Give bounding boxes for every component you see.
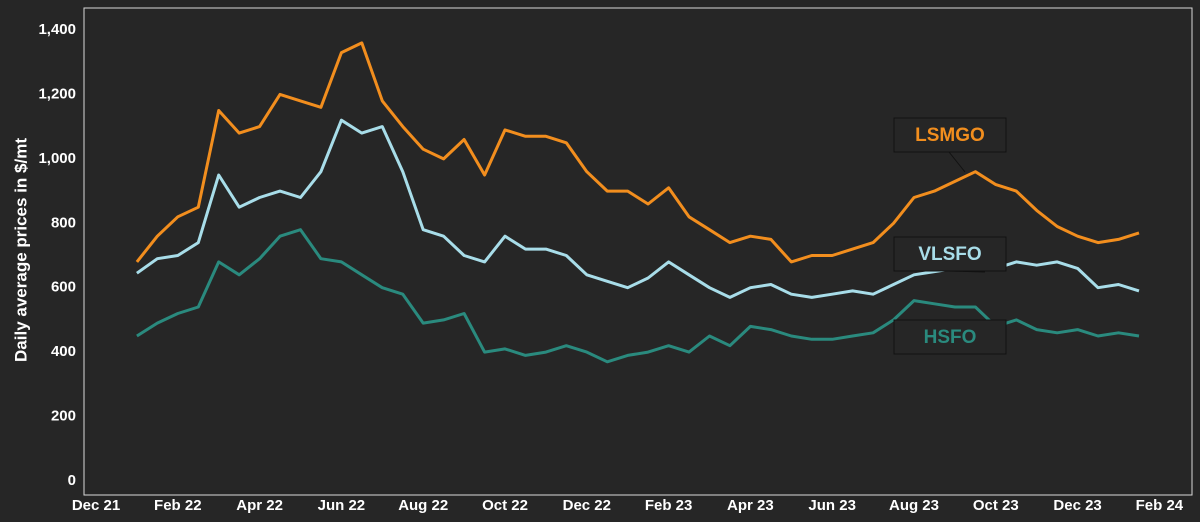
- x-tick-label: Dec 21: [72, 497, 120, 514]
- x-tick-label: Feb 24: [1136, 497, 1184, 514]
- x-tick-label: Oct 23: [973, 497, 1019, 514]
- y-tick-label: 1,200: [38, 85, 76, 102]
- x-tick-label: Jun 23: [808, 497, 856, 514]
- plot-frame: [83, 7, 1193, 496]
- y-tick-label: 800: [51, 214, 76, 231]
- x-tick-label: Dec 23: [1053, 497, 1101, 514]
- x-tick-label: Aug 22: [398, 497, 448, 514]
- y-tick-label: 1,400: [38, 21, 76, 38]
- x-tick-label: Feb 22: [154, 497, 202, 514]
- x-tick-label: Oct 22: [482, 497, 528, 514]
- y-axis-title: Daily average prices in $/mt: [11, 138, 30, 362]
- y-tick-label: 400: [51, 343, 76, 360]
- callout-box: [893, 319, 1007, 355]
- y-tick-label: 0: [68, 472, 76, 489]
- series-label: LSMGO: [915, 125, 985, 146]
- series-line: [136, 228, 1140, 364]
- x-tick-label: Jun 22: [318, 497, 366, 514]
- series-label: HSFO: [924, 327, 977, 348]
- series-line: [135, 41, 1140, 264]
- callout-pointer: [948, 151, 966, 173]
- x-tick-label: Dec 22: [563, 497, 611, 514]
- x-tick-label: Apr 23: [727, 497, 774, 514]
- callout-box: [893, 236, 1007, 272]
- series-label: VLSFO: [918, 244, 981, 265]
- y-tick-label: 600: [51, 279, 76, 296]
- x-tick-label: Aug 23: [889, 497, 939, 514]
- x-tick-label: Apr 22: [236, 497, 283, 514]
- y-tick-label: 200: [51, 408, 76, 425]
- y-tick-label: 1,000: [38, 150, 76, 167]
- callout-box: [893, 117, 1007, 153]
- x-tick-label: Feb 23: [645, 497, 693, 514]
